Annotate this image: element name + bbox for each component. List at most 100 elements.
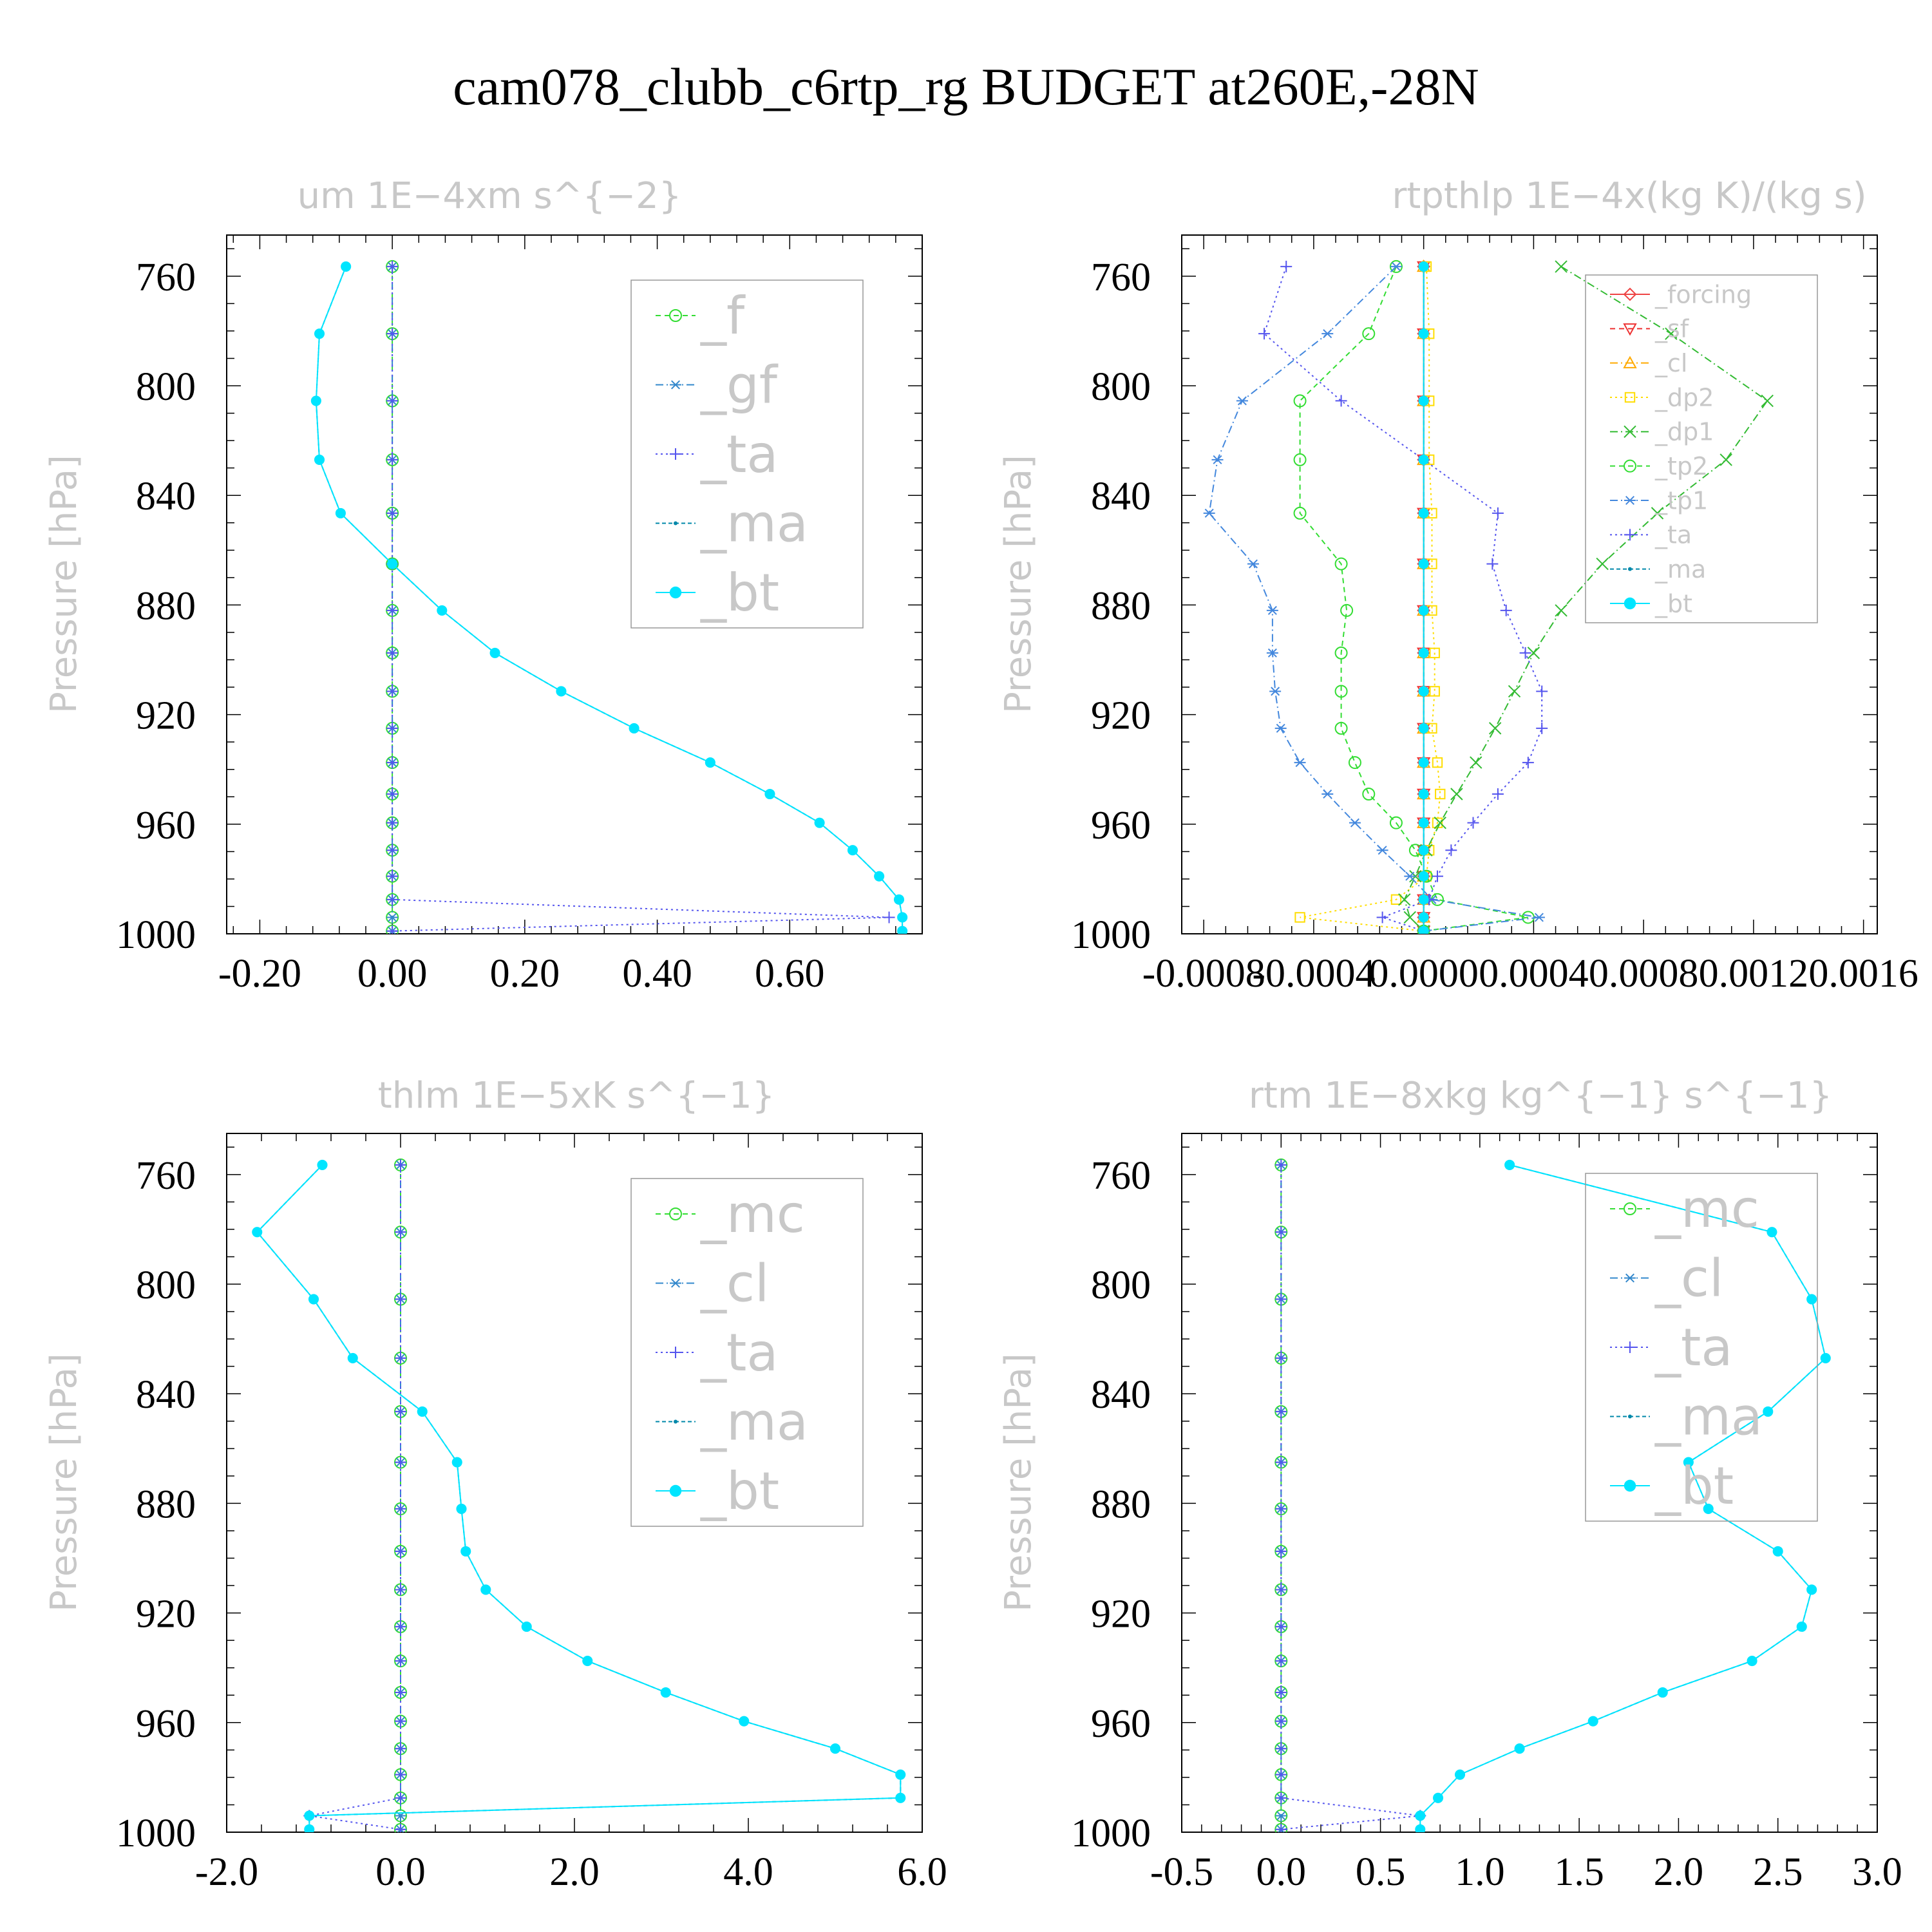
y-axis-label: Pressure [hPa] <box>998 1353 1039 1612</box>
panel-title: thlm 1E−5xK s^{−1} <box>378 1075 775 1117</box>
x-tick-label: 0.0012 <box>1699 952 1809 996</box>
panel-title: um 1E−4xm s^{−2} <box>298 175 682 217</box>
legend-marker <box>674 1419 677 1424</box>
data-point <box>395 1584 406 1596</box>
legend-label: _bt <box>1654 1456 1734 1516</box>
y-tick-label: 800 <box>136 1264 196 1307</box>
x-tick-label: 0.00 <box>357 952 428 996</box>
data-point <box>764 788 775 800</box>
data-point <box>829 1743 841 1754</box>
y-tick-label: 760 <box>1091 1154 1151 1198</box>
data-point <box>1435 788 1446 800</box>
y-tick-label: 760 <box>136 1154 196 1198</box>
legend-label: _cl <box>1654 349 1687 377</box>
data-point <box>310 395 321 406</box>
data-point <box>395 1502 406 1515</box>
data-point <box>308 1294 319 1305</box>
data-point <box>1390 261 1402 271</box>
data-point <box>386 870 399 882</box>
data-point <box>347 1352 358 1363</box>
data-point <box>252 1227 263 1238</box>
data-point <box>1418 788 1429 800</box>
data-point <box>1390 894 1402 905</box>
data-point <box>1403 911 1417 924</box>
data-point <box>1418 328 1429 339</box>
data-point <box>1796 1621 1807 1632</box>
x-tick-label: 0.0000 <box>1368 952 1479 996</box>
data-point <box>1211 455 1224 464</box>
data-point <box>1432 757 1443 768</box>
data-point <box>480 1584 491 1595</box>
data-point <box>1555 260 1567 273</box>
data-point <box>1275 1226 1287 1238</box>
legend-marker <box>1624 1273 1636 1283</box>
data-point <box>1362 788 1376 800</box>
data-point <box>395 1352 406 1364</box>
x-tick-label: -0.20 <box>218 952 301 996</box>
data-point <box>1470 756 1482 769</box>
legend-marker <box>1623 287 1637 301</box>
series-line <box>1299 266 1529 932</box>
y-tick-label: 760 <box>1091 256 1151 299</box>
data-point <box>395 1743 406 1755</box>
legend-label: _tp1 <box>1654 486 1708 515</box>
data-point <box>874 871 885 882</box>
panel-title: rtm 1E−8xkg kg^{−1} s^{−1} <box>1249 1075 1832 1117</box>
y-axis-label: Pressure [hPa] <box>43 455 85 714</box>
data-point <box>1398 893 1411 906</box>
data-point <box>1274 723 1287 733</box>
series-line <box>256 1164 902 1830</box>
data-point <box>1203 508 1215 518</box>
data-point <box>1772 1546 1783 1557</box>
legend-marker <box>669 1484 682 1497</box>
x-tick-label: 0.0004 <box>1479 952 1589 996</box>
legend-marker <box>1624 425 1636 439</box>
data-point <box>1418 757 1429 768</box>
data-point <box>1334 721 1348 735</box>
data-point <box>395 1456 406 1468</box>
series-line <box>1419 1164 1826 1830</box>
legend-label: _mc <box>1654 1179 1759 1239</box>
data-point <box>1418 395 1429 406</box>
series-line <box>256 1164 902 1830</box>
data-point <box>1275 1584 1287 1596</box>
series-line <box>1419 1164 1826 1830</box>
data-point <box>1683 1457 1694 1468</box>
y-tick-label: 880 <box>1091 1482 1151 1526</box>
data-point <box>451 1457 462 1468</box>
x-tick-label: 4.0 <box>723 1850 773 1894</box>
y-tick-label: 800 <box>136 365 196 409</box>
data-point <box>386 328 399 340</box>
y-axis-label: Pressure [hPa] <box>998 455 1039 714</box>
data-point <box>1294 758 1306 768</box>
series-line <box>1263 266 1543 932</box>
legend-label: _bt <box>1654 589 1692 618</box>
data-point <box>417 1406 428 1417</box>
data-point <box>1429 686 1440 697</box>
data-point <box>1418 894 1429 905</box>
series-line <box>392 266 889 932</box>
legend-marker <box>1623 323 1637 336</box>
data-point <box>1275 1352 1287 1364</box>
data-point <box>489 647 500 658</box>
x-tick-label: 1.0 <box>1455 1850 1505 1894</box>
data-point <box>1362 327 1376 341</box>
data-point <box>1651 507 1664 520</box>
legend-marker <box>1624 597 1636 610</box>
y-tick-label: 960 <box>1091 804 1151 848</box>
legend-marker <box>670 448 681 460</box>
data-point <box>386 260 399 272</box>
data-point <box>386 817 399 829</box>
data-point <box>1418 507 1429 518</box>
data-point <box>1519 647 1531 659</box>
data-point <box>895 1769 906 1780</box>
data-point <box>1275 1743 1287 1755</box>
y-tick-label: 960 <box>136 1702 196 1746</box>
data-point <box>739 1716 750 1727</box>
data-point <box>847 845 858 856</box>
data-point <box>1275 1792 1287 1804</box>
y-tick-label: 920 <box>1091 1593 1151 1636</box>
data-point <box>1418 912 1429 923</box>
axis-ticks <box>226 1133 923 1833</box>
